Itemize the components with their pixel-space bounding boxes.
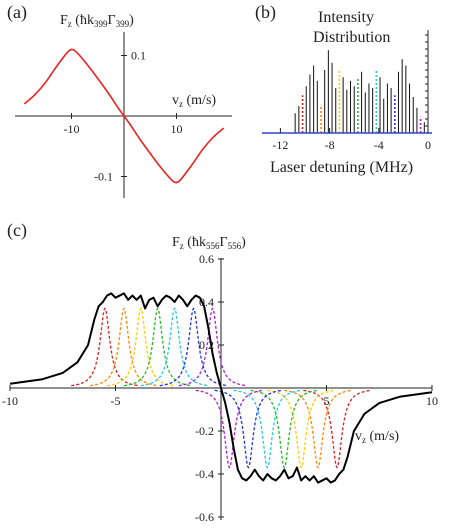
panel-c-ylabel: Fz (ħk556Γ556): [172, 235, 246, 251]
panel-b-title-line1: Intensity: [318, 9, 374, 26]
panel-c-envelope-negative: [220, 387, 433, 484]
panel-a-ticks: -10 10 0.1 -0.1: [64, 49, 183, 184]
panel-c-xtick-label: -5: [111, 394, 121, 408]
panel-a-ytick-label: -0.1: [94, 170, 113, 184]
panel-c-lorentz-negative: [214, 389, 283, 469]
panel-c-lorentz-negative: [303, 389, 371, 469]
panel-c-ytick-label: -0.2: [195, 424, 214, 438]
panel-b-ticks: -12 -8 -4 0: [272, 34, 431, 152]
panel-c-lorentz-positive: [159, 307, 228, 387]
panel-c-ytick-label: -0.6: [195, 510, 214, 524]
panel-b-xtick-label: -12: [272, 138, 288, 152]
panel-c-ytick-label: -0.4: [195, 467, 214, 481]
panel-label-c: (c): [7, 220, 27, 241]
panel-c-xtick-label: 10: [426, 394, 438, 408]
panel-c-envelope-positive: [9, 292, 222, 389]
panel-c-lorentz-negative: [267, 389, 336, 469]
panel-c-xtick-label: -10: [2, 394, 18, 408]
panel-a-ylabel: Fz (ħk399Γ399): [60, 13, 134, 29]
panel-b-bars: [294, 50, 425, 133]
panel-b-xtick-label: -8: [325, 138, 335, 152]
panel-b: Intensity Distribution -12 -8 -4 0 Laser de…: [262, 9, 432, 176]
panel-b-title-line2: Distribution: [313, 29, 390, 46]
panel-c-lorentz-positive: [90, 307, 158, 387]
panel-c-lorentz-negative: [250, 389, 319, 469]
panel-c-lorentz-positive: [106, 307, 175, 387]
panel-c-lorentz-negative: [284, 389, 352, 469]
panel-a-xlabel: vz (m/s): [172, 93, 216, 109]
panel-c-lorentz-negative: [195, 389, 264, 469]
panel-c-ticks: -10 -5 5 100.60.40.2-0.2-0.4-0.6: [2, 252, 438, 524]
panel-a-xtick-label: -10: [64, 122, 80, 136]
panel-c-lorentzian-curves: [71, 307, 371, 469]
panel-c-lorentz-positive: [140, 307, 209, 387]
panel-b-xtick-label: 0: [425, 138, 431, 152]
panel-c-xtick-label: 5: [324, 394, 330, 408]
panel-a-force-curve: [23, 48, 225, 184]
panel-a-ytick-label: 0.1: [131, 49, 146, 63]
panel-b-xlabel: Laser detuning (MHz): [270, 159, 413, 176]
panel-c-lorentz-negative: [233, 389, 302, 469]
panel-a: Fz (ħk399Γ399) -10 10 0.1 -0.1 vz (m/s): [15, 13, 232, 198]
panel-a-xtick-label: 10: [171, 122, 183, 136]
panel-c-ytick-label: 0.6: [199, 252, 214, 266]
panel-c-xlabel: vz (m/s): [355, 429, 399, 445]
panel-c-envelope: [9, 292, 433, 484]
panel-label-b: (b): [255, 2, 276, 23]
panel-b-xtick-label: -4: [374, 138, 384, 152]
panel-label-a: (a): [7, 2, 27, 23]
panel-c-lorentz-positive: [123, 307, 192, 387]
panel-c: Fz (ħk556Γ556) -10 -5 5 100.60.40.2-0.2-0.4…: [2, 235, 438, 524]
panel-c-lorentz-positive: [178, 307, 247, 387]
panel-c-lorentz-positive: [71, 307, 139, 387]
